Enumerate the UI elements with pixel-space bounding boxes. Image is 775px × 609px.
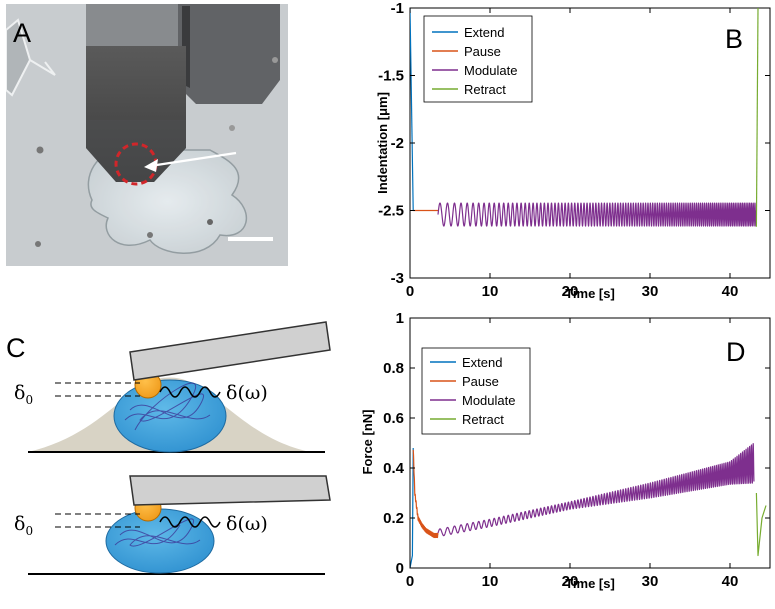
plot-d-ytick-label: 1: [396, 310, 404, 327]
plot-b-xtick-label: 20: [562, 283, 579, 300]
panel-a-micrograph: [6, 4, 288, 266]
series-d-retract: [755, 492, 767, 557]
legend-b-retract: Retract: [464, 82, 506, 97]
plot-d-ytick-label: 0.4: [383, 460, 405, 477]
plot-d-xtick-label: 40: [722, 573, 739, 590]
plot-b-ytick-label: -1: [391, 0, 404, 17]
plot-d-xtick-label: 0: [406, 573, 414, 590]
plot-b-ylabel: Indentation [μm]: [375, 92, 390, 194]
series-b-modulate: [437, 202, 757, 227]
delta0-upper: δ0: [14, 382, 33, 407]
plot-b-xtick-label: 40: [722, 283, 739, 300]
plot-b-ytick-label: -2: [391, 135, 404, 152]
panel-c-schematic: δ0 δ(ω) δ0 δ(ω): [14, 321, 331, 575]
plot-b-xtick-label: 0: [406, 283, 414, 300]
delta-omega-upper: δ(ω): [226, 382, 268, 404]
plot-d-ytick-label: 0.8: [383, 360, 404, 377]
plot-d-xlabel: Time [s]: [565, 576, 615, 591]
legend-d-pause: Pause: [462, 374, 499, 389]
series-b-retract: [755, 8, 759, 227]
legend-d-retract: Retract: [462, 412, 504, 427]
plot-b-ytick-label: -3: [391, 270, 404, 287]
plot-b-xtick-label: 30: [642, 283, 659, 300]
plot-d-ytick-label: 0: [396, 560, 404, 577]
plot-d-ylabel: Force [nN]: [360, 410, 375, 475]
legend-b-pause: Pause: [464, 44, 501, 59]
plot-d-ytick-label: 0.6: [383, 410, 404, 427]
panel-label-b: B: [725, 24, 743, 54]
panel-label-a: A: [13, 18, 31, 48]
plot-d-xtick-label: 20: [562, 573, 579, 590]
delta-omega-lower: δ(ω): [226, 513, 268, 535]
legend-b-modulate: Modulate: [464, 63, 517, 78]
panel-label-c: C: [6, 333, 26, 363]
plot-b-xlabel: Time [s]: [565, 286, 615, 301]
panel-b-plot: 0 10 20 30 40 -1 -1.5 -2 -2.5 -3 Time [s] Indenta…: [375, 0, 771, 301]
plot-b-xtick-label: 10: [482, 283, 499, 300]
series-b-extend: [410, 8, 414, 211]
plot-d-legend: Extend Pause Modulate Retract: [421, 347, 531, 435]
series-d-extend: [410, 447, 414, 568]
plot-d-xtick-label: 10: [482, 573, 499, 590]
plot-d-xtick-label: 30: [642, 573, 659, 590]
series-d-modulate: [437, 443, 755, 537]
panel-d-plot: 0 10 20 30 40 0 0.2 0.4 0.6 0.8 1 Time [s] Force […: [360, 310, 771, 591]
plot-b-ytick-label: -1.5: [378, 68, 404, 85]
plot-b-ytick-label: -2.5: [378, 203, 404, 220]
legend-d-extend: Extend: [462, 355, 502, 370]
plot-b-legend: Extend Pause Modulate Retract: [423, 15, 533, 103]
delta0-lower: δ0: [14, 513, 33, 538]
panel-label-d: D: [726, 337, 746, 367]
legend-d-modulate: Modulate: [462, 393, 515, 408]
series-d-pause: [412, 449, 439, 539]
legend-b-extend: Extend: [464, 25, 504, 40]
plot-d-ytick-label: 0.2: [383, 510, 404, 527]
